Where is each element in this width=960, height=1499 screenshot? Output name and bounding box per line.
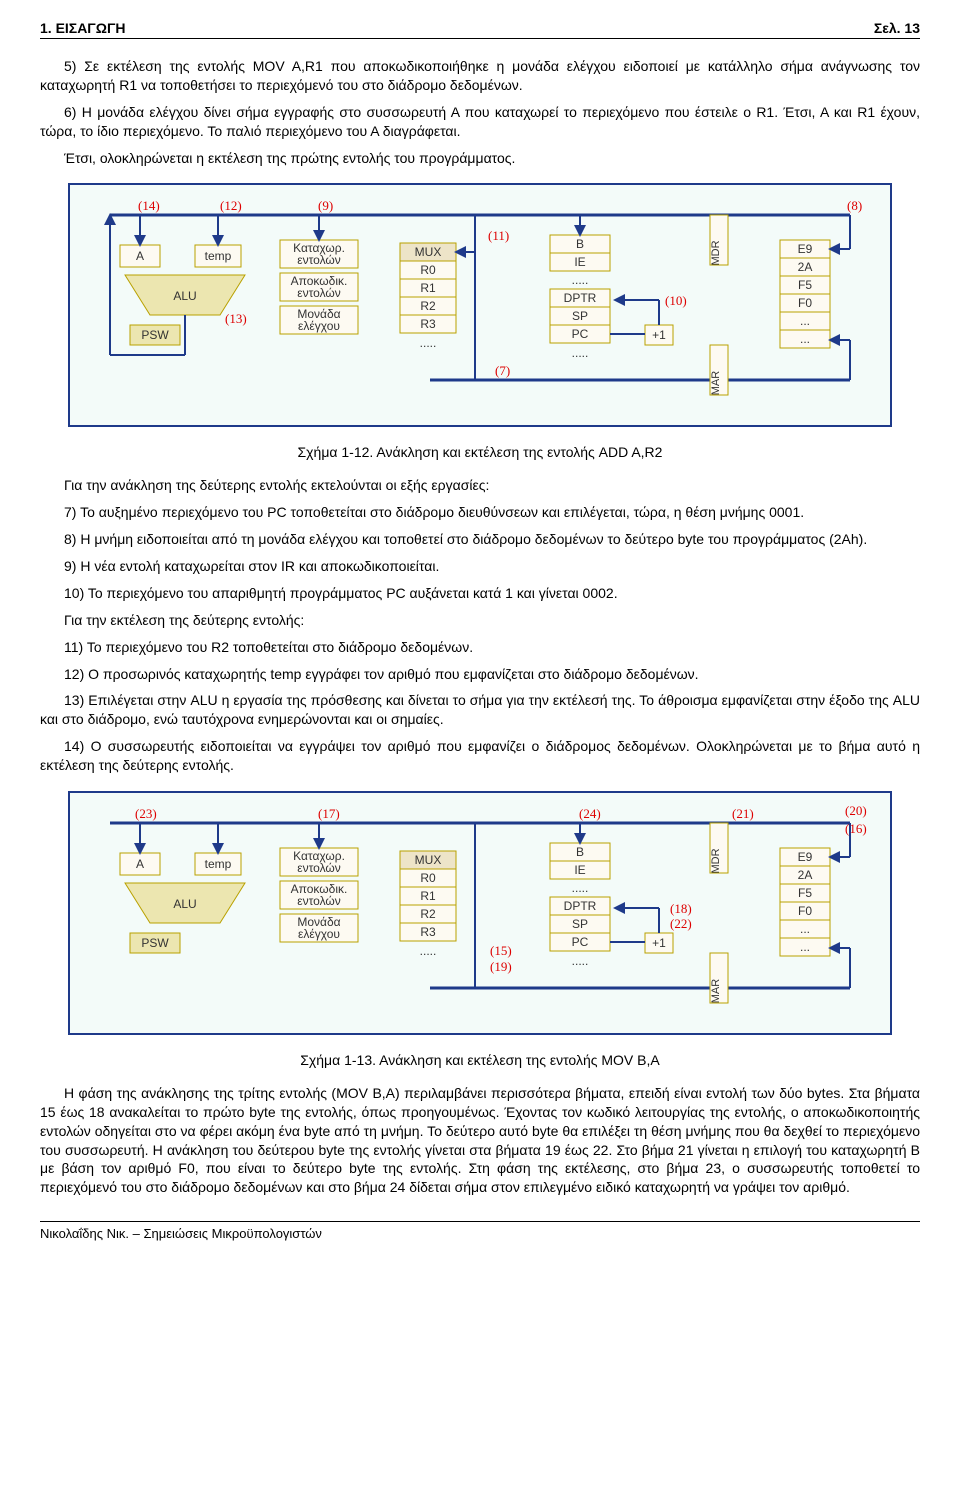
svg-text:PSW: PSW <box>141 936 169 950</box>
svg-text:F5: F5 <box>798 886 812 900</box>
svg-text:PC: PC <box>572 935 589 949</box>
para-6b: Έτσι, ολοκληρώνεται η εκτέλεση της πρώτη… <box>40 149 920 168</box>
svg-text:(15): (15) <box>490 943 512 958</box>
page-footer: Νικολαΐδης Νικ. – Σημειώσεις Μικροϋπολογ… <box>40 1221 920 1241</box>
svg-text:(16): (16) <box>845 821 867 836</box>
svg-text:MDR: MDR <box>710 848 722 873</box>
svg-text:(22): (22) <box>670 916 692 931</box>
svg-text:...: ... <box>800 314 810 328</box>
svg-text:(12): (12) <box>220 198 242 213</box>
svg-text:(18): (18) <box>670 901 692 916</box>
para-14: 14) Ο συσσωρευτής ειδοποιείται να εγγράψ… <box>40 737 920 775</box>
para-13: 13) Επιλέγεται στην ALU η εργασία της πρ… <box>40 691 920 729</box>
page-header: 1. ΕΙΣΑΓΩΓΗ Σελ. 13 <box>40 20 920 39</box>
svg-text:εντολών: εντολών <box>297 286 341 300</box>
svg-text:DPTR: DPTR <box>564 291 597 305</box>
svg-text:εντολών: εντολών <box>297 894 341 908</box>
para-11: 11) Το περιεχόμενο του R2 τοποθετείται σ… <box>40 638 920 657</box>
caption-1-12: Σχήμα 1-12. Ανάκληση και εκτέλεση της εν… <box>40 443 920 462</box>
svg-text:SP: SP <box>572 917 588 931</box>
svg-text:.....: ..... <box>572 346 589 360</box>
svg-text:2A: 2A <box>798 868 813 882</box>
para-9: 9) Η νέα εντολή καταχωρείται στον IR και… <box>40 557 920 576</box>
svg-text:temp: temp <box>205 857 232 871</box>
svg-text:R3: R3 <box>420 925 436 939</box>
svg-text:MAR: MAR <box>710 371 722 396</box>
para-5: 5) Σε εκτέλεση της εντολής MOV A,R1 που … <box>40 57 920 95</box>
svg-text:.....: ..... <box>420 336 437 350</box>
svg-text:.....: ..... <box>572 881 589 895</box>
svg-text:(17): (17) <box>318 806 340 821</box>
svg-text:B: B <box>576 845 584 859</box>
svg-text:+1: +1 <box>652 328 666 342</box>
svg-text:A: A <box>136 249 144 263</box>
svg-text:MDR: MDR <box>710 241 722 266</box>
svg-text:DPTR: DPTR <box>564 899 597 913</box>
svg-text:R1: R1 <box>420 281 436 295</box>
svg-text:R1: R1 <box>420 889 436 903</box>
svg-text:εντολών: εντολών <box>297 861 341 875</box>
svg-text:F0: F0 <box>798 296 812 310</box>
chapter-title: 1. ΕΙΣΑΓΩΓΗ <box>40 20 125 36</box>
svg-text:SP: SP <box>572 309 588 323</box>
svg-text:ALU: ALU <box>173 897 196 911</box>
svg-text:F0: F0 <box>798 904 812 918</box>
svg-text:(10): (10) <box>665 293 687 308</box>
svg-text:R0: R0 <box>420 871 436 885</box>
svg-text:(14): (14) <box>138 198 160 213</box>
svg-text:ελέγχου: ελέγχου <box>298 319 340 333</box>
svg-text:IE: IE <box>574 863 585 877</box>
svg-text:R2: R2 <box>420 299 436 313</box>
svg-text:...: ... <box>800 332 810 346</box>
para-6: 6) Η μονάδα ελέγχου δίνει σήμα εγγραφής … <box>40 103 920 141</box>
svg-text:(19): (19) <box>490 959 512 974</box>
svg-text:PSW: PSW <box>141 328 169 342</box>
svg-text:(20): (20) <box>845 803 867 818</box>
para-12: 12) Ο προσωρινός καταχωρητής temp εγγράφ… <box>40 665 920 684</box>
svg-text:E9: E9 <box>798 850 813 864</box>
para-mov-ba: Η φάση της ανάκλησης της τρίτης εντολής … <box>40 1084 920 1197</box>
svg-text:+1: +1 <box>652 936 666 950</box>
svg-text:εντολών: εντολών <box>297 253 341 267</box>
svg-text:(23): (23) <box>135 806 157 821</box>
svg-text:B: B <box>576 237 584 251</box>
svg-text:(21): (21) <box>732 806 754 821</box>
svg-text:IE: IE <box>574 255 585 269</box>
para-7: 7) Το αυξημένο περιεχόμενο του PC τοποθε… <box>40 503 920 522</box>
svg-text:(13): (13) <box>225 311 247 326</box>
svg-text:R3: R3 <box>420 317 436 331</box>
svg-text:MUX: MUX <box>415 245 442 259</box>
svg-text:temp: temp <box>205 249 232 263</box>
svg-text:F5: F5 <box>798 278 812 292</box>
svg-text:(8): (8) <box>847 198 862 213</box>
svg-text:.....: ..... <box>420 944 437 958</box>
svg-text:PC: PC <box>572 327 589 341</box>
svg-text:R2: R2 <box>420 907 436 921</box>
svg-text:(24): (24) <box>579 806 601 821</box>
svg-text:(7): (7) <box>495 363 510 378</box>
svg-text:R0: R0 <box>420 263 436 277</box>
svg-text:MAR: MAR <box>710 979 722 1004</box>
svg-text:E9: E9 <box>798 242 813 256</box>
svg-text:(11): (11) <box>488 228 509 243</box>
para-8: 8) Η μνήμη ειδοποιείται από τη μονάδα ελ… <box>40 530 920 549</box>
diagram-1-12: A temp ALU PSW Καταχωρ. εντολών Αποκωδικ… <box>68 183 892 427</box>
svg-text:A: A <box>136 857 144 871</box>
svg-text:...: ... <box>800 922 810 936</box>
para-exec-lead: Για την εκτέλεση της δεύτερης εντολής: <box>40 611 920 630</box>
svg-text:ALU: ALU <box>173 289 196 303</box>
para-7a: Για την ανάκληση της δεύτερης εντολής εκ… <box>40 476 920 495</box>
para-10: 10) Το περιεχόμενο του απαριθμητή προγρά… <box>40 584 920 603</box>
page-number: Σελ. 13 <box>874 20 920 36</box>
svg-text:.....: ..... <box>572 954 589 968</box>
svg-text:...: ... <box>800 940 810 954</box>
svg-text:2A: 2A <box>798 260 813 274</box>
svg-text:ελέγχου: ελέγχου <box>298 927 340 941</box>
svg-text:(9): (9) <box>318 198 333 213</box>
svg-text:.....: ..... <box>572 273 589 287</box>
caption-1-13: Σχήμα 1-13. Ανάκληση και εκτέλεση της εν… <box>40 1051 920 1070</box>
svg-text:MUX: MUX <box>415 853 442 867</box>
diagram-1-13: A temp ALU PSW Καταχωρ. εντολών Αποκωδικ… <box>68 791 892 1035</box>
